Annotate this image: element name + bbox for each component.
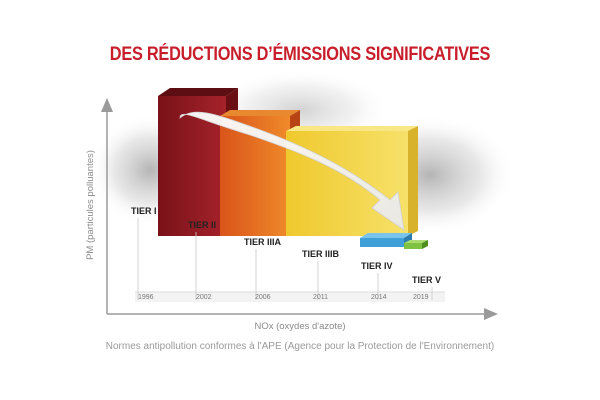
tier-iiia-year: 2006	[255, 294, 271, 301]
tier-i-label: TIER I	[131, 206, 157, 216]
tier-markers: TIER I 1996 TIER II 2002 TIER IIIA 2006 TIER I…	[131, 206, 441, 301]
tier-i-year: 1996	[138, 294, 154, 301]
tier-iv-year: 2014	[371, 294, 387, 301]
tier-iiib-year: 2011	[313, 294, 328, 301]
tier-i-block	[158, 88, 238, 236]
tier-v-block	[404, 240, 428, 249]
footnote-caption: Normes antipollution conformes à l'APE (…	[105, 341, 495, 352]
tier-ii-label: TIER II	[188, 220, 216, 230]
y-axis-label: PM (particules polluantes)	[85, 150, 96, 260]
tier-iiib-label: TIER IIIB	[302, 249, 340, 259]
tier-v-year: 2019	[413, 294, 429, 301]
tier-v-label: TIER V	[412, 275, 441, 285]
tier-blocks	[158, 88, 428, 249]
timeline	[135, 291, 445, 302]
page-title: DES RÉDUCTIONS D’ÉMISSIONS SIGNIFICATIVE…	[109, 44, 491, 65]
tier-ii-year: 2002	[196, 294, 212, 301]
timeline-band	[135, 292, 445, 302]
reduction-arrow	[179, 111, 405, 231]
x-axis-label: NOx (oxydes d'azote)	[254, 321, 345, 332]
x-axis-arrowhead	[484, 308, 498, 320]
tier-iiia-label: TIER IIIA	[244, 237, 282, 247]
tier-iv-label: TIER IV	[361, 261, 393, 271]
axes: PM (particules polluantes) NOx (oxydes d…	[85, 98, 498, 332]
y-axis-arrowhead	[101, 98, 113, 112]
